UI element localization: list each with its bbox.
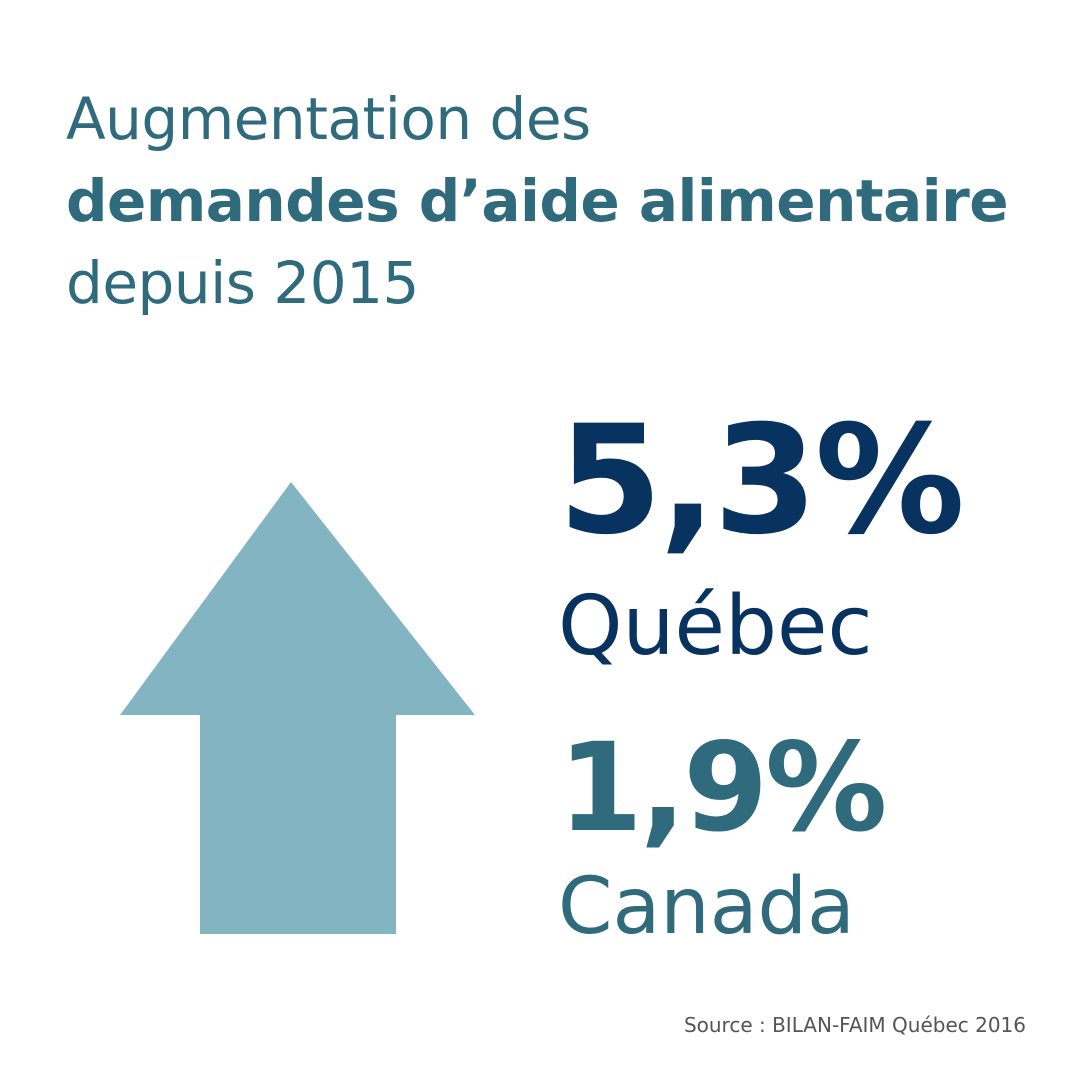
source-note: Source : BILAN-FAIM Québec 2016 bbox=[683, 1013, 1026, 1037]
headline-line-2: demandes d’aide alimentaire bbox=[66, 167, 1009, 235]
up-arrow-icon bbox=[120, 482, 475, 934]
quebec-percentage: 5,3% bbox=[558, 394, 965, 568]
headline: Augmentation des demandes d’aide aliment… bbox=[66, 78, 1056, 324]
headline-line-3: depuis 2015 bbox=[66, 249, 419, 317]
quebec-label: Québec bbox=[558, 579, 873, 674]
headline-line-1: Augmentation des bbox=[66, 85, 591, 153]
canada-percentage: 1,9% bbox=[558, 717, 887, 859]
up-arrow-shape bbox=[120, 482, 475, 934]
canada-label: Canada bbox=[558, 862, 855, 952]
